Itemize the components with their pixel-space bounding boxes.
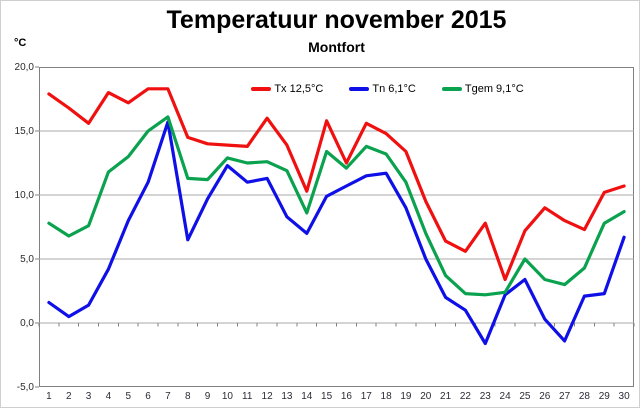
x-tick-label: 7 bbox=[165, 391, 171, 402]
y-tick-label: 0,0 bbox=[20, 317, 34, 329]
x-tick-label: 15 bbox=[321, 391, 333, 402]
x-tick-label: 22 bbox=[459, 391, 471, 402]
y-tick-label: 15,0 bbox=[14, 125, 34, 137]
x-tick-label: 3 bbox=[85, 391, 92, 402]
y-tick-label: 10,0 bbox=[14, 189, 34, 201]
x-tick-label: 14 bbox=[301, 391, 313, 402]
x-tick-label: 17 bbox=[360, 391, 372, 402]
x-tick-label: 30 bbox=[618, 391, 630, 402]
legend-label-tgem: Tgem 9,1°C bbox=[464, 83, 524, 95]
tx-series-color-dash-icon bbox=[251, 87, 272, 91]
x-tick-label: 19 bbox=[400, 391, 412, 402]
x-tick-label: 6 bbox=[145, 391, 151, 402]
legend-item-tgem: Tgem 9,1°C bbox=[441, 83, 524, 95]
y-tick-label: 20,0 bbox=[14, 61, 34, 73]
y-tick-label: -5,0 bbox=[16, 381, 34, 393]
x-tick-label: 1 bbox=[46, 391, 52, 402]
series-line-tgem bbox=[47, 115, 626, 297]
y-axis-unit-label: °C bbox=[14, 37, 27, 49]
x-tick-label: 29 bbox=[598, 391, 610, 402]
x-tick-label: 16 bbox=[340, 391, 352, 402]
x-tick-label: 21 bbox=[440, 391, 452, 402]
x-tick-label: 25 bbox=[519, 391, 531, 402]
x-tick-label: 8 bbox=[184, 391, 191, 402]
x-tick-label: 11 bbox=[242, 391, 253, 402]
x-tick-label: 26 bbox=[539, 391, 551, 402]
chart-legend: Tx 12,5°C Tn 6,1°C Tgem 9,1°C bbox=[39, 83, 634, 95]
x-tick-label: 27 bbox=[559, 391, 571, 402]
x-tick-label: 28 bbox=[578, 391, 590, 402]
chart-title: Temperatuur november 2015 bbox=[166, 6, 507, 34]
chart-subtitle: Montfort bbox=[308, 39, 365, 55]
x-tick-label: 13 bbox=[281, 391, 293, 402]
series-line-tn bbox=[47, 120, 626, 346]
legend-item-tn: Tn 6,1°C bbox=[349, 83, 416, 95]
series-line-tx bbox=[47, 87, 626, 282]
x-tick-label: 24 bbox=[499, 391, 511, 402]
tn-series-color-dash-icon bbox=[349, 87, 370, 91]
x-tick-label: 5 bbox=[125, 391, 132, 402]
x-tick-label: 2 bbox=[65, 391, 72, 402]
legend-label-tn: Tn 6,1°C bbox=[372, 83, 416, 95]
x-tick-label: 10 bbox=[221, 391, 233, 402]
x-tick-label: 23 bbox=[479, 391, 491, 402]
legend-label-tx: Tx 12,5°C bbox=[274, 83, 324, 95]
x-tick-label: 9 bbox=[204, 391, 211, 402]
legend-item-tx: Tx 12,5°C bbox=[251, 83, 323, 95]
x-tick-label: 4 bbox=[105, 391, 112, 402]
y-tick-label: 5,0 bbox=[20, 253, 34, 265]
x-tick-label: 20 bbox=[420, 391, 432, 402]
plot-area bbox=[39, 67, 634, 387]
x-tick-label: 12 bbox=[261, 391, 273, 402]
x-tick-label: 18 bbox=[380, 391, 392, 402]
tgem-series-color-dash-icon bbox=[441, 87, 462, 91]
